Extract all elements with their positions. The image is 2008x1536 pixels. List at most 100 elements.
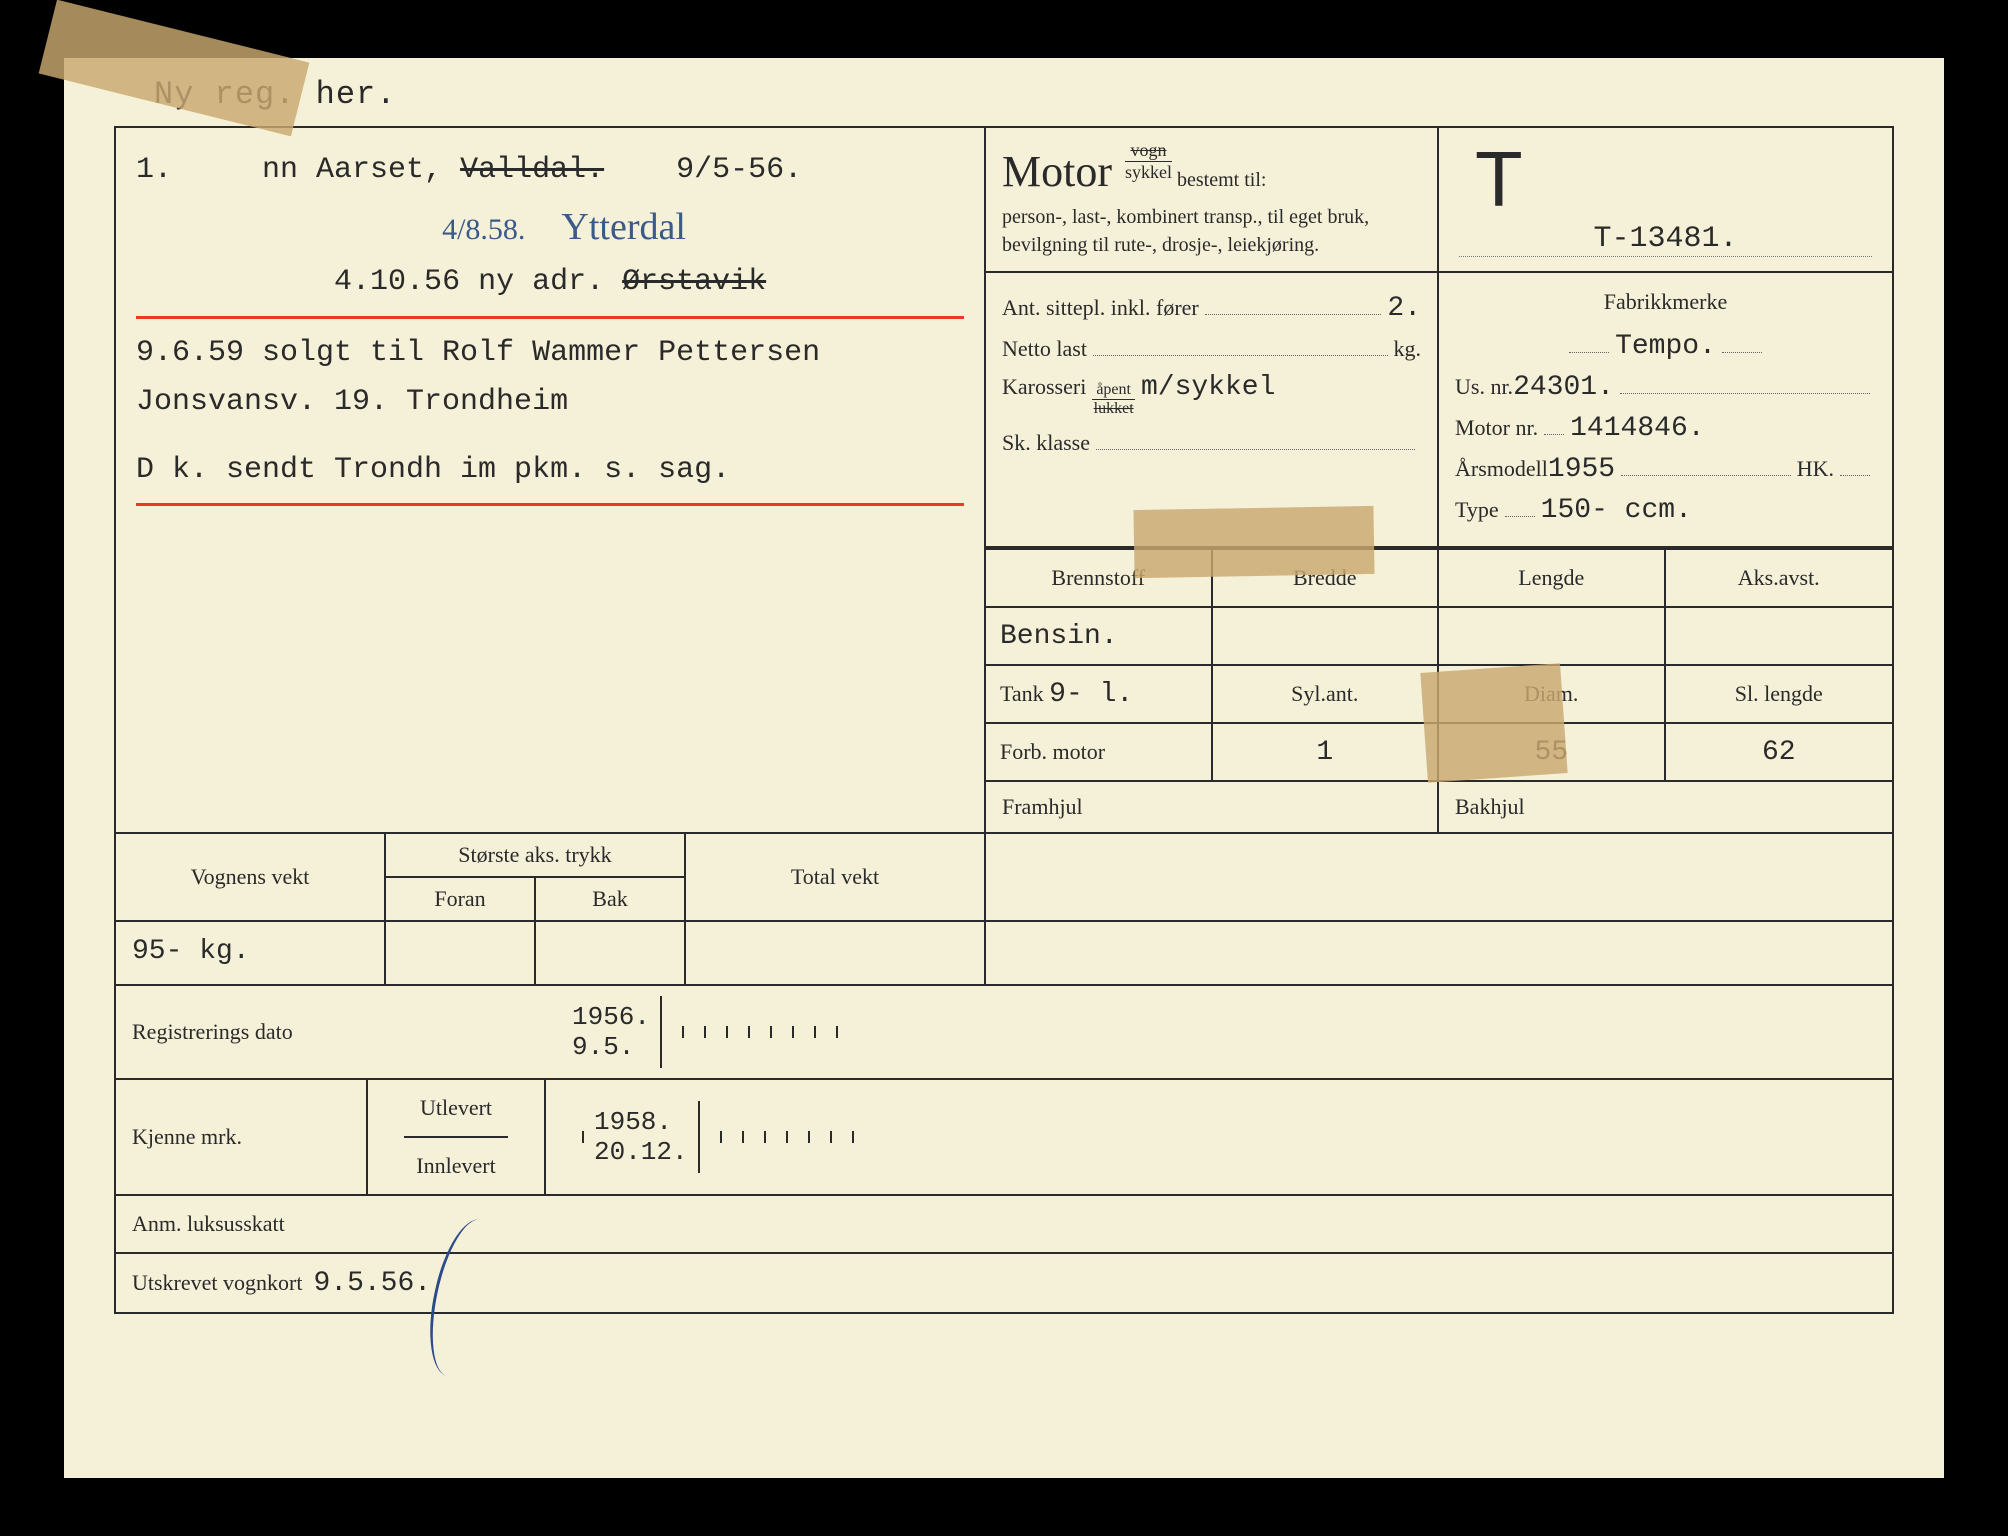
type-value: 150- ccm. (1541, 495, 1692, 526)
weight-spacer-2 (986, 922, 1892, 984)
anm-value (546, 1196, 1892, 1252)
arsmodell-label: Årsmodell (1455, 456, 1548, 482)
netto-unit: kg. (1394, 336, 1422, 362)
val-sllengde: 62 (1666, 722, 1893, 780)
reg-dato-cell-1: 1956. 9.5. (562, 996, 662, 1068)
karosseri-label: Karosseri (1002, 374, 1086, 400)
registration-box: T T-13481. (1439, 128, 1892, 273)
lower-block: Vognens vekt Største aks. trykk Total ve… (114, 834, 1894, 1314)
motor-nr-value: 1414846. (1570, 413, 1704, 444)
karosseri-closed-struck: lukket (1092, 400, 1135, 418)
fabrikkmerke-value: Tempo. (1615, 331, 1716, 362)
val-aksavst (1666, 606, 1893, 664)
kjenne-sublabels: Utlevert Innlevert (366, 1080, 546, 1194)
val-lengde (1439, 606, 1666, 664)
owner-date: 9/5-56. (676, 153, 802, 187)
reg-dato-cells: 1956. 9.5. (546, 986, 1892, 1078)
und-nr-label: Us. nr. (1455, 374, 1513, 400)
anm-row: Anm. luksusskatt (116, 1196, 1892, 1254)
hdr-sylant: Syl.ant. (1213, 664, 1440, 722)
bakhjul-label: Bakhjul (1439, 782, 1892, 832)
val-forbmotor: Forb. motor (986, 722, 1213, 780)
kjenne-cells: 1958. 20.12. (546, 1080, 1892, 1194)
utlevert-label: Utlevert (404, 1080, 508, 1138)
seats-label: Ant. sittepl. inkl. fører (1002, 295, 1199, 321)
hand-date: 4/8.58. (442, 213, 525, 246)
motor-usage-lines: person-, last-, kombinert transp., til e… (1002, 203, 1421, 259)
reg-dato-day: 9.5. (572, 1032, 650, 1062)
utskr-label: Utskrevet vognkort (132, 1270, 302, 1296)
weight-spacer (986, 834, 1892, 920)
hk-label: HK. (1797, 456, 1834, 482)
weight-value-row: 95- kg. (116, 922, 1892, 986)
bak-value (536, 922, 686, 984)
val-sylant: 1 (1213, 722, 1440, 780)
vognens-vekt-label: Vognens vekt (116, 834, 386, 920)
main-grid: 1. nn Aarset, Valldal. 9/5-56. 4/8.58. Y… (114, 126, 1894, 834)
sold-to-line-2: Jonsvansv. 19. Trondheim (136, 378, 964, 428)
motor-box: Motor vogn sykkel bestemt til: person-, … (986, 128, 1439, 273)
karosseri-value: m/sykkel (1141, 372, 1275, 403)
registration-card: Ny reg. her. 1. nn Aarset, Valldal. 9/5-… (64, 58, 1944, 1478)
utskr-value: 9.5.56. (313, 1268, 431, 1299)
arsmodell-value: 1955 (1548, 454, 1615, 485)
owner-line-1: 1. nn Aarset, Valldal. 9/5-56. (136, 146, 964, 196)
reg-number: T-13481. (1459, 222, 1872, 257)
tape-mark-2 (1133, 506, 1374, 578)
reg-dato-row: Registrerings dato 1956. 9.5. (116, 986, 1892, 1080)
innlevert-label: Innlevert (400, 1138, 511, 1194)
new-addr-struck: Ørstavik (622, 265, 766, 299)
fabrikkmerke-label: Fabrikkmerke (1455, 283, 1876, 321)
reg-series-letter: T (1475, 134, 1523, 225)
val-bredde (1213, 606, 1440, 664)
reg-dato-label: Registrerings dato (116, 986, 546, 1078)
motor-bestemt: bestemt til: (1177, 169, 1266, 191)
hdr-tank: Tank 9- l. (986, 664, 1213, 722)
foran-label: Foran (386, 878, 536, 920)
specs-right: Fabrikkmerke Tempo. Us. nr. 24301. Motor… (1439, 273, 1892, 548)
kjenne-row: Kjenne mrk. Utlevert Innlevert 1958. 20.… (116, 1080, 1892, 1196)
karosseri-open: åpent (1092, 381, 1135, 400)
tape-mark (39, 0, 310, 136)
total-vekt-label: Total vekt (686, 834, 986, 920)
innlevert-cell-1: 1958. 20.12. (584, 1101, 700, 1173)
utskr-spacer (546, 1254, 1892, 1312)
motor-nr-label: Motor nr. (1455, 415, 1538, 441)
motor-frac-bot: sykkel (1125, 162, 1172, 183)
owner-line-2: 4.10.56 ny adr. Ørstavik (136, 258, 964, 308)
motor-title: Motor (1002, 146, 1112, 197)
red-divider-1 (136, 312, 964, 319)
reg-dato-year: 1956. (572, 1002, 650, 1032)
weight-header-row: Vognens vekt Største aks. trykk Total ve… (116, 834, 1892, 922)
utskr-row: Utskrevet vognkort 9.5.56. (116, 1254, 1892, 1312)
motor-frac-top: vogn (1125, 140, 1172, 162)
foran-value (386, 922, 536, 984)
new-addr-label: 4.10.56 ny adr. (334, 265, 604, 299)
hdr-aksavst: Aks.avst. (1666, 548, 1893, 606)
karosseri-fraction: åpent lukket (1092, 381, 1135, 418)
hdr-sllengde: Sl. lengde (1666, 664, 1893, 722)
wheels-row: Framhjul Bakhjul (986, 780, 1892, 832)
tank-value: 9- l. (1049, 679, 1133, 710)
hand-place: Ytterdal (561, 206, 686, 248)
sold-to-line-1: 9.6.59 solgt til Rolf Wammer Pettersen (136, 329, 964, 379)
netto-label: Netto last (1002, 336, 1087, 362)
dk-sent-line: D k. sendt Trondh im pkm. s. sag. (136, 446, 964, 496)
und-nr-value: 24301. (1513, 372, 1614, 403)
innlevert-year: 1958. (594, 1107, 688, 1137)
motor-fraction: vogn sykkel (1125, 140, 1172, 183)
storste-aks-label: Største aks. trykk (386, 834, 686, 878)
owner-place-struck: Valldal. (460, 153, 604, 187)
type-label: Type (1455, 497, 1499, 523)
framhjul-label: Framhjul (986, 782, 1439, 832)
bak-label: Bak (536, 878, 686, 920)
tape-mark-3 (1420, 663, 1567, 782)
red-divider-2 (136, 499, 964, 506)
total-vekt-value (686, 922, 986, 984)
innlevert-day: 20.12. (594, 1137, 688, 1167)
vognens-vekt-value: 95- kg. (116, 922, 386, 984)
owner-name: nn Aarset, (262, 153, 442, 187)
owner-hand-line: 4/8.58. Ytterdal (136, 196, 964, 259)
kjenne-label: Kjenne mrk. (116, 1080, 366, 1194)
tank-label: Tank (1000, 681, 1044, 707)
